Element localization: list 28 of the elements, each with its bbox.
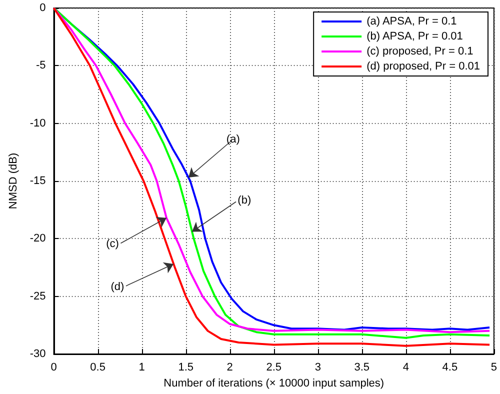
legend-label: (c) proposed, Pr = 0.1	[366, 46, 474, 58]
annotation: (a)	[226, 133, 240, 146]
annotation: (c)	[106, 238, 119, 250]
annotation: (b)	[238, 194, 252, 207]
x-axis-title: Number of iterations (× 10000 input samples)	[164, 378, 384, 390]
y-tick-label: 0	[40, 2, 46, 14]
y-tick-label: -25	[30, 290, 46, 302]
x-tick-label: 0.5	[90, 362, 106, 374]
x-tick-label: 1.5	[178, 362, 194, 374]
x-tick-label: 2	[226, 362, 233, 374]
annotation: (d)	[110, 280, 124, 293]
y-axis-title: NMSD (dB)	[8, 152, 20, 210]
x-tick-label: 0	[50, 362, 57, 374]
x-tick-label: 3	[314, 362, 321, 374]
x-tick-label: 4	[402, 362, 409, 374]
x-tick-label: 1	[138, 362, 145, 374]
y-tick-label: -10	[30, 117, 46, 130]
x-tick-label: 5	[490, 362, 498, 374]
y-tick-label: -5	[36, 60, 46, 72]
y-tick-label: -20	[30, 232, 46, 245]
x-tick-label: 4.5	[442, 362, 458, 374]
legend-label: (d) proposed, Pr = 0.01	[366, 60, 480, 72]
legend-label: (a) APSA, Pr = 0.1	[366, 16, 457, 28]
legend-label: (b) APSA, Pr = 0.01	[366, 30, 463, 42]
x-tick-label: 2.5	[266, 362, 282, 374]
x-tick-label: 3.5	[354, 362, 370, 374]
y-tick-label: -30	[30, 348, 46, 360]
y-tick-label: -15	[30, 175, 46, 187]
